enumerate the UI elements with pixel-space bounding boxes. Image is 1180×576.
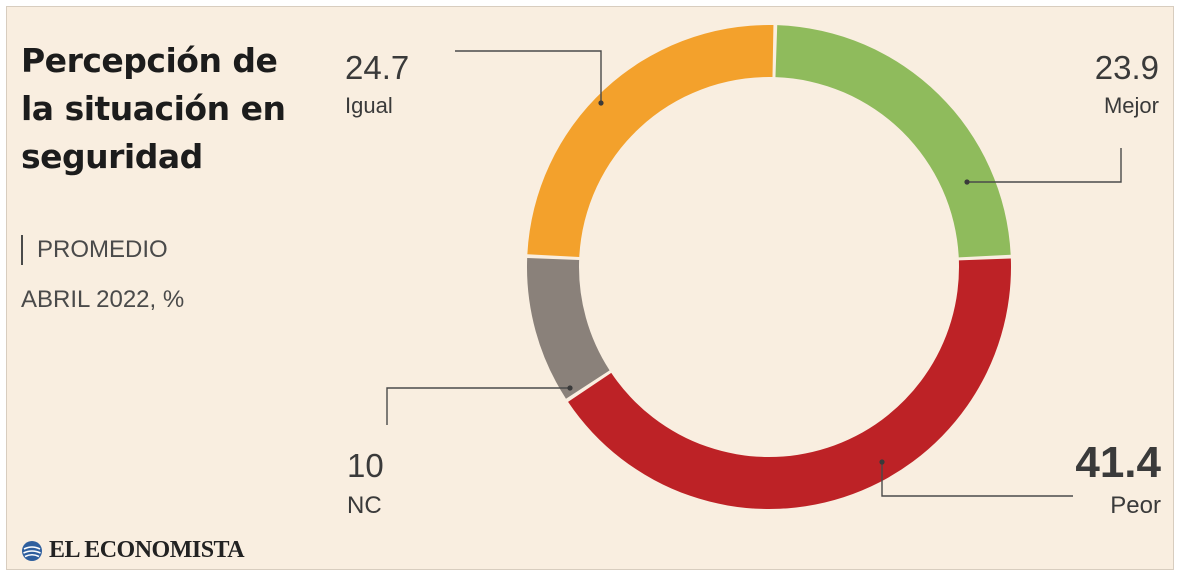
- slice-mejor: [775, 25, 1011, 258]
- leader-line-peor: [881, 462, 1073, 497]
- chart-card: Percepción de la situación en seguridad …: [6, 6, 1174, 570]
- brand-logo: EL ECONOMISTA: [21, 537, 245, 564]
- leader-dot-mejor: [964, 179, 970, 185]
- value-label-mejor: 23.9: [1095, 49, 1159, 86]
- leader-dot-peor: [879, 459, 885, 465]
- leader-line-nc: [386, 387, 570, 425]
- slice-peor: [568, 258, 1011, 509]
- category-label-nc: NC: [347, 492, 382, 519]
- category-label-peor: Peor: [1110, 492, 1161, 519]
- donut-chart: 23.9 Mejor 41.4 Peor 10 NC 24.7 Igual: [345, 25, 1162, 519]
- globe-icon: [22, 540, 42, 561]
- value-label-peor: 41.4: [1075, 438, 1161, 487]
- leader-line-mejor: [967, 148, 1122, 183]
- leader-dot-igual: [598, 100, 604, 106]
- chart-subtitle: PROMEDIO: [21, 235, 168, 265]
- value-label-igual: 24.7: [345, 49, 409, 86]
- leader-dot-nc: [567, 385, 573, 391]
- brand-name: EL ECONOMISTA: [49, 537, 245, 563]
- category-label-mejor: Mejor: [1104, 93, 1159, 118]
- slice-igual: [527, 25, 774, 257]
- leader-line-igual: [455, 50, 602, 103]
- value-label-nc: 10: [347, 447, 384, 484]
- category-label-igual: Igual: [345, 93, 393, 118]
- chart-date: ABRIL 2022, %: [21, 286, 185, 313]
- chart-title: Percepción de la situación en seguridad: [21, 41, 286, 176]
- slice-nc: [526, 258, 610, 399]
